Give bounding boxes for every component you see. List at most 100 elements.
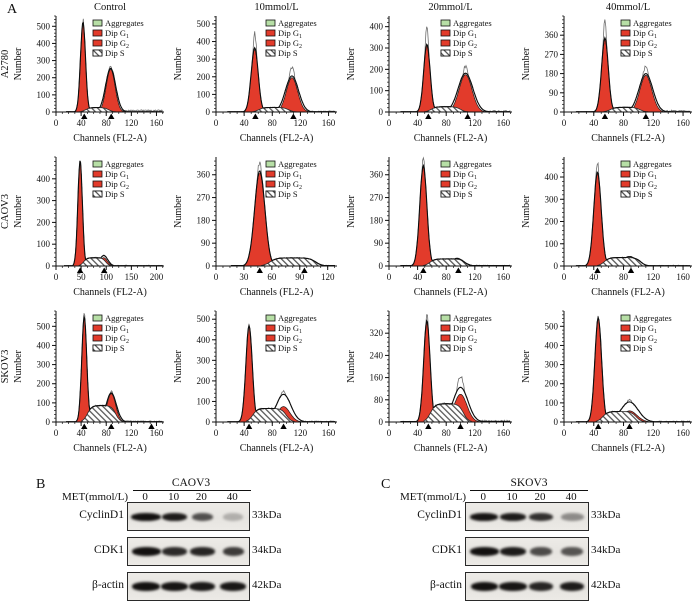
blot-strip-CDK1 xyxy=(465,537,589,566)
molecular-weight-label: 33kDa xyxy=(252,509,282,521)
protein-label: β-actin xyxy=(91,579,124,591)
legend-swatch-s xyxy=(92,190,103,198)
legend-swatch-g1 xyxy=(265,29,276,37)
dose-label: 20 xyxy=(534,491,546,503)
y-tick-label: 0 xyxy=(554,261,559,271)
y-tick-label: 300 xyxy=(37,56,51,66)
x-tick-label: 80 xyxy=(268,428,278,438)
legend-swatch-aggregates xyxy=(92,314,103,322)
peak-marker xyxy=(464,113,471,119)
x-tick-label: 120 xyxy=(125,428,139,438)
x-tick-label: 30 xyxy=(239,272,249,282)
y-tick-label: 270 xyxy=(370,193,384,203)
y-tick-label: 500 xyxy=(197,314,211,324)
legend-swatch-s xyxy=(265,49,276,57)
legend-label: Aggregates xyxy=(633,313,672,323)
x-tick-label: 160 xyxy=(676,428,690,438)
legend-label: Dip G1 xyxy=(633,169,657,181)
legend-swatch-g1 xyxy=(265,324,276,332)
y-tick-label: 0 xyxy=(379,107,384,117)
peak-marker xyxy=(626,423,633,429)
peak-marker xyxy=(457,423,464,429)
peak-marker xyxy=(627,267,635,273)
x-tick-label: 160 xyxy=(150,428,164,438)
y-axis-label: Number xyxy=(173,349,184,382)
y-tick-label: 400 xyxy=(37,174,51,184)
x-axis-label: Channels (FL2-A) xyxy=(73,443,147,454)
x-tick-label: 120 xyxy=(647,118,661,128)
molecular-weight-label: 33kDa xyxy=(591,509,621,521)
dip-g1-peak xyxy=(73,317,95,423)
protein-band xyxy=(559,582,585,591)
x-axis-label: Channels (FL2-A) xyxy=(414,287,488,298)
molecular-weight-label: 34kDa xyxy=(591,544,621,556)
x-tick-label: 0 xyxy=(54,428,59,438)
dip-g1-peak xyxy=(590,39,619,113)
y-tick-label: 300 xyxy=(370,43,384,53)
protein-band xyxy=(130,512,162,521)
dip-g1-peak xyxy=(239,48,270,113)
dose-label: 40 xyxy=(565,491,577,503)
x-tick-label: 50 xyxy=(77,272,87,282)
blot-cellline-header: SKOV3 xyxy=(510,477,548,489)
y-tick-label: 300 xyxy=(37,360,51,370)
y-tick-label: 500 xyxy=(37,321,51,331)
x-tick-label: 120 xyxy=(647,272,661,282)
y-tick-label: 200 xyxy=(370,64,384,74)
x-tick-label: 120 xyxy=(294,118,308,128)
y-tick-label: 0 xyxy=(206,107,211,117)
legend-label: Dip G2 xyxy=(278,179,302,191)
legend-label: Dip G1 xyxy=(453,169,477,181)
x-axis-label: Channels (FL2-A) xyxy=(414,133,488,144)
y-tick-label: 270 xyxy=(545,49,559,59)
axes xyxy=(388,157,512,267)
legend-label: Dip G2 xyxy=(278,333,302,345)
protein-band xyxy=(499,512,527,521)
dip-g2-peak xyxy=(92,69,130,113)
protein-band xyxy=(131,547,161,556)
y-tick-label: 100 xyxy=(37,398,51,408)
x-tick-label: 40 xyxy=(77,118,87,128)
y-tick-label: 300 xyxy=(545,194,559,204)
peak-marker xyxy=(420,267,427,273)
legend-swatch-s xyxy=(620,344,631,352)
legend-swatch-aggregates xyxy=(265,19,276,27)
y-tick-label: 200 xyxy=(37,379,51,389)
blot-strip-β-actin xyxy=(465,572,589,601)
protein-band xyxy=(560,512,584,521)
y-axis-label: Number xyxy=(13,349,24,382)
legend-label: Dip S xyxy=(633,189,653,199)
x-axis-label: Channels (FL2-A) xyxy=(591,133,665,144)
y-axis-label: Number xyxy=(346,47,357,80)
protein-band xyxy=(469,547,499,556)
protein-band xyxy=(529,547,553,556)
y-tick-label: 360 xyxy=(545,30,559,40)
legend-swatch-g2 xyxy=(440,39,451,47)
x-tick-label: 80 xyxy=(442,428,452,438)
x-tick-label: 40 xyxy=(413,118,423,128)
x-tick-label: 40 xyxy=(589,272,599,282)
legend-label: Dip G1 xyxy=(453,323,477,335)
y-tick-label: 180 xyxy=(197,215,211,225)
legend-label: Dip G1 xyxy=(633,28,657,40)
y-tick-label: 100 xyxy=(545,239,559,249)
y-tick-label: 400 xyxy=(197,37,211,47)
y-tick-label: 0 xyxy=(554,417,559,427)
x-axis-label: Channels (FL2-A) xyxy=(591,443,665,454)
legend-label: Dip G2 xyxy=(278,38,302,50)
peak-marker xyxy=(280,423,287,429)
x-tick-label: 40 xyxy=(589,428,599,438)
legend-label: Aggregates xyxy=(453,159,492,169)
y-tick-label: 180 xyxy=(545,69,559,79)
y-tick-label: 0 xyxy=(46,417,51,427)
x-tick-label: 0 xyxy=(387,428,392,438)
legend-swatch-g1 xyxy=(92,170,103,178)
y-tick-label: 240 xyxy=(370,350,384,360)
x-tick-label: 40 xyxy=(240,118,250,128)
legend-swatch-g2 xyxy=(265,39,276,47)
protein-band xyxy=(561,547,583,556)
legend-swatch-g2 xyxy=(92,334,103,342)
x-tick-label: 0 xyxy=(214,118,219,128)
legend-swatch-g2 xyxy=(265,180,276,188)
